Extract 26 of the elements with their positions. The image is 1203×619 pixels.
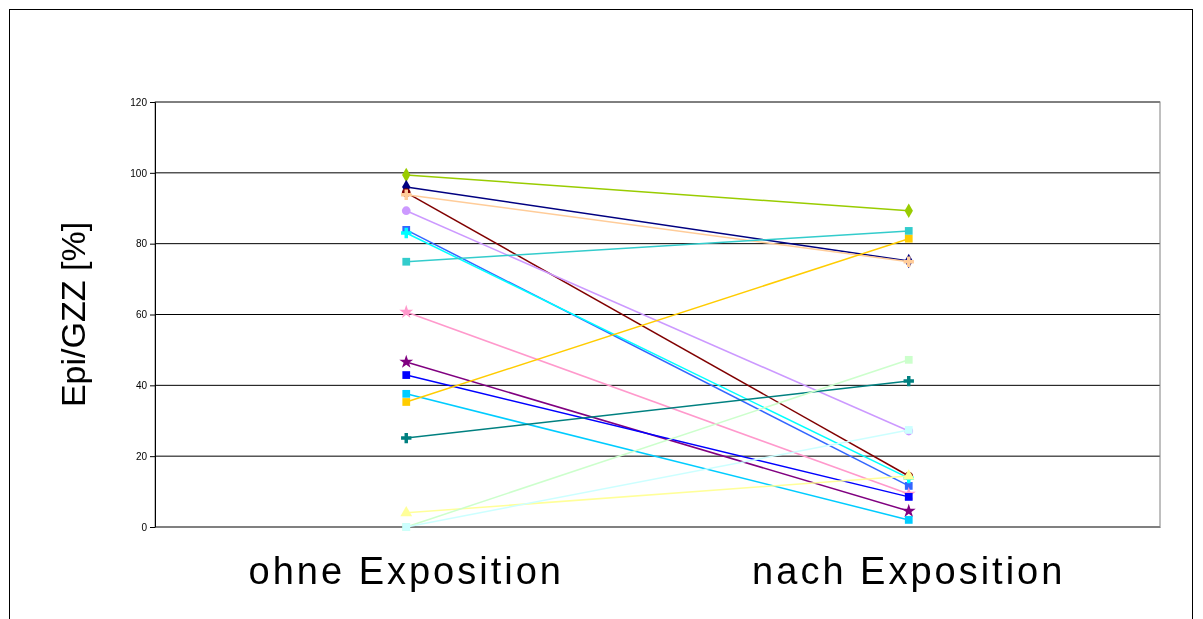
point	[901, 503, 916, 517]
point	[401, 227, 412, 239]
y-tick-label: 40	[135, 380, 148, 392]
y-axis-title: Epi/GZZ [%]	[54, 221, 92, 408]
x-tick-label: ohne Exposition	[248, 549, 564, 592]
point	[399, 304, 414, 318]
point	[401, 206, 411, 216]
point	[904, 482, 913, 490]
point	[904, 355, 913, 364]
y-tick-label: 60	[135, 309, 148, 321]
point	[402, 371, 411, 379]
x-tick-label: nach Exposition	[752, 549, 1066, 592]
point	[399, 354, 414, 368]
point	[402, 398, 411, 406]
y-tick-label: 20	[135, 450, 148, 462]
point	[904, 516, 913, 524]
point	[904, 227, 913, 235]
point	[401, 432, 412, 444]
point	[904, 234, 913, 243]
point	[402, 257, 411, 266]
y-tick-label: 120	[130, 96, 148, 108]
point	[402, 389, 411, 398]
point	[903, 375, 914, 387]
y-tick-label: 80	[135, 238, 148, 250]
y-tick-label: 100	[130, 167, 148, 179]
y-tick-label: 0	[141, 521, 148, 533]
